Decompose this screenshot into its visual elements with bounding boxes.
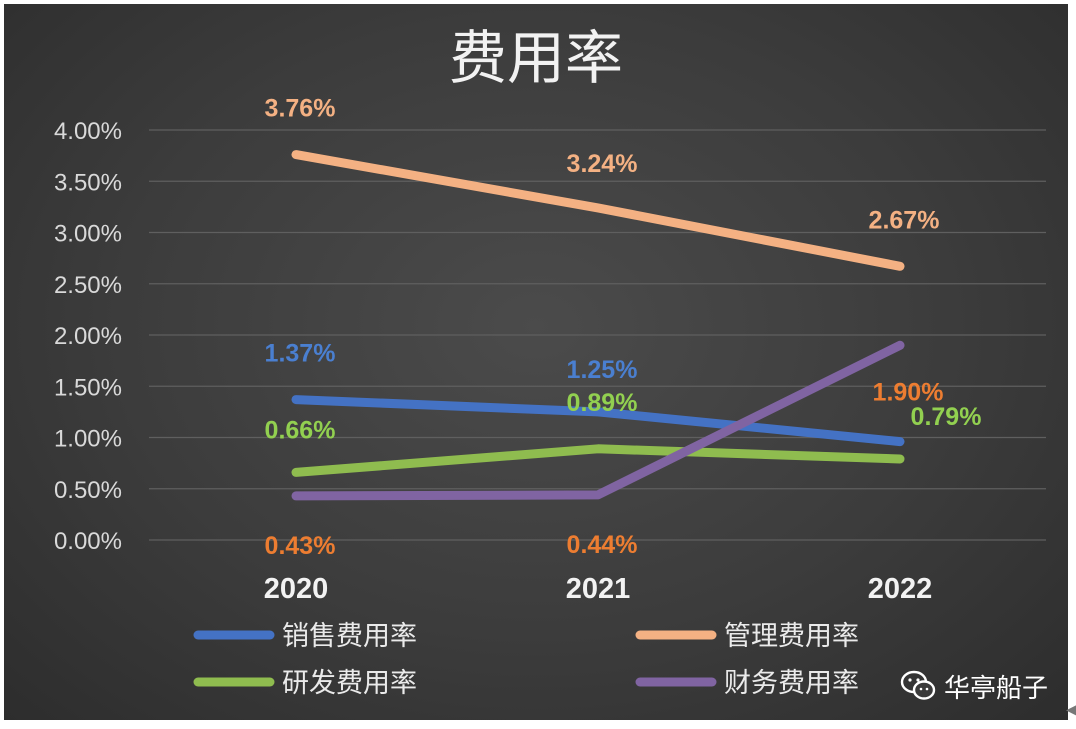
data-label: 3.76% [265, 95, 336, 123]
watermark: 华亭船子 [900, 664, 1048, 708]
series-line-2 [291, 444, 905, 477]
gridlines [149, 129, 1046, 541]
series-line-1 [291, 150, 905, 271]
data-labels: 1.37% 1.25% 3.76% 3.24% 2.67% 0.66% 0.89% 0.79%… [265, 95, 982, 560]
x-tick-label: 2020 [264, 573, 329, 605]
series-line-0 [291, 395, 905, 447]
data-label: 2.67% [869, 206, 940, 234]
y-tick-label: 1.00% [54, 426, 122, 453]
data-label: 1.90% [873, 378, 944, 406]
y-tick-label: 2.00% [54, 323, 122, 350]
legend-label: 研发费用率 [282, 668, 417, 699]
y-tick-label: 3.50% [54, 169, 122, 196]
line-chart: 费用率 0.00% 0.50% 1.00% 1.50% 2.00% 2.50% 3.00% 3… [54, 24, 1046, 699]
y-tick-label: 2.50% [54, 272, 122, 299]
series-line-3 [291, 340, 905, 501]
y-tick-label: 3.00% [54, 221, 122, 248]
y-tick-label: 0.50% [54, 477, 122, 504]
data-label: 3.24% [567, 150, 638, 178]
y-axis-ticks: 0.00% 0.50% 1.00% 1.50% 2.00% 2.50% 3.00% 3.50%… [54, 118, 122, 555]
x-tick-label: 2021 [566, 573, 631, 605]
data-label: 1.25% [567, 356, 638, 384]
data-label: 0.79% [911, 403, 982, 431]
legend-label: 财务费用率 [724, 668, 859, 699]
legend-label: 管理费用率 [724, 621, 859, 652]
x-axis-ticks: 2020 2021 2022 [264, 573, 933, 605]
wechat-icon [900, 670, 936, 700]
series-lines [291, 150, 905, 501]
y-tick-label: 1.50% [54, 374, 122, 401]
corner-arrow-icon: ◀ [1066, 702, 1076, 718]
data-label: 0.66% [265, 416, 336, 444]
y-tick-label: 0.00% [54, 528, 122, 555]
data-label: 0.89% [567, 389, 638, 417]
x-tick-label: 2022 [868, 573, 933, 605]
data-label: 1.37% [265, 340, 336, 368]
watermark-text: 华亭船子 [944, 673, 1049, 704]
chart-area: 费用率 0.00% 0.50% 1.00% 1.50% 2.00% 2.50% 3.00% 3… [4, 4, 1068, 720]
y-tick-label: 4.00% [54, 118, 122, 145]
legend-label: 销售费用率 [282, 621, 417, 652]
data-label: 0.43% [265, 532, 336, 560]
data-label: 0.44% [567, 531, 638, 559]
chart-title: 费用率 [449, 24, 623, 92]
